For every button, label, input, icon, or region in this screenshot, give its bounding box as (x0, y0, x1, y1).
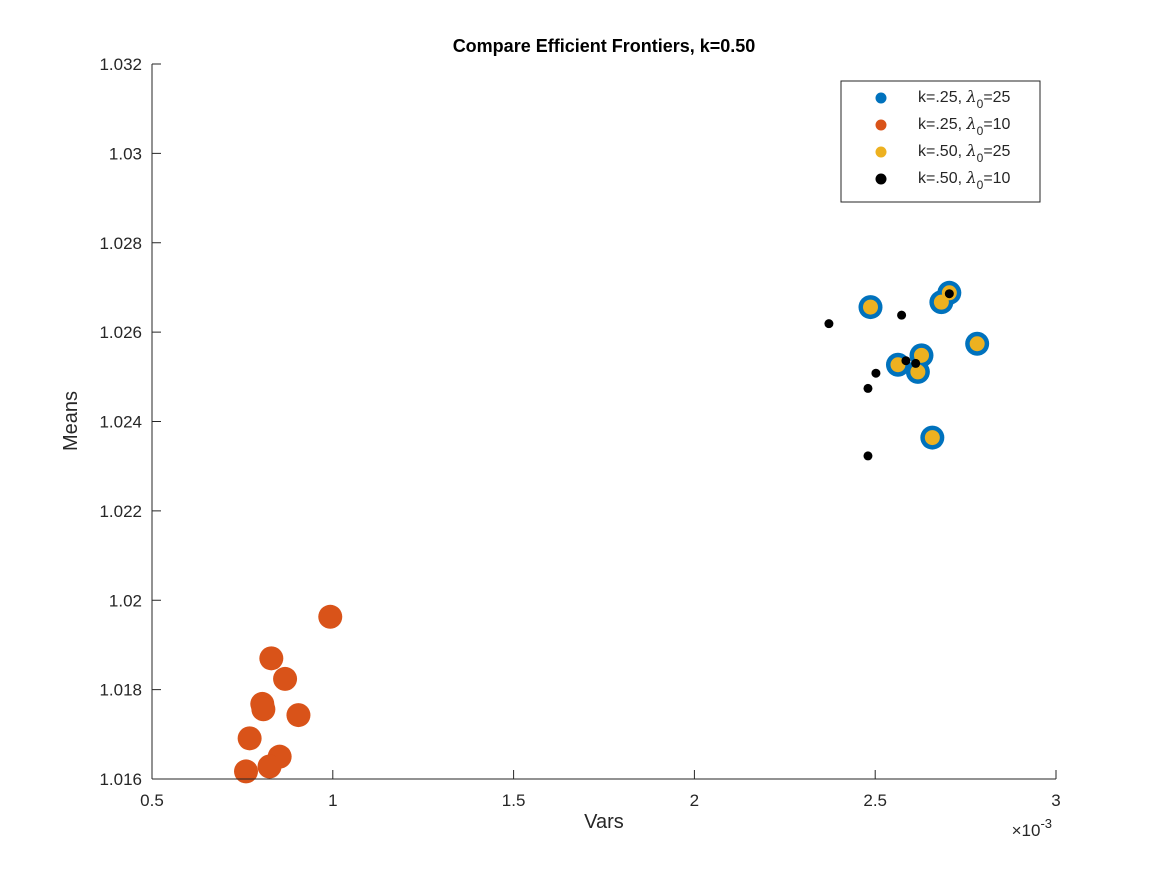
x-tick-label: 2.5 (863, 791, 887, 810)
y-tick-label: 1.024 (99, 413, 142, 432)
legend-label: k=.25, λ0=10 (918, 114, 1011, 138)
legend: k=.25, λ0=25 k=.25, λ0=10 k=.50, λ0=25 k=.5… (840, 80, 1041, 203)
x-tick-label: 1 (328, 791, 337, 810)
x-exponent-label: ×10-3 (1012, 816, 1052, 840)
y-tick-label: 1.016 (99, 770, 142, 789)
data-point (913, 347, 929, 363)
data-point (910, 364, 926, 380)
data-point (251, 697, 276, 722)
legend-label: k=.25, λ0=25 (918, 87, 1011, 111)
data-point (944, 289, 954, 299)
y-tick-label: 1.022 (99, 502, 142, 521)
chart-title: Compare Efficient Frontiers, k=0.50 (453, 36, 756, 56)
data-point (969, 336, 985, 352)
data-point (863, 383, 873, 393)
legend-marker (875, 173, 887, 185)
legend-label: k=.50, λ0=10 (918, 168, 1011, 192)
data-point (824, 319, 834, 329)
x-tick-label: 2 (690, 791, 699, 810)
data-point (862, 299, 878, 315)
y-tick-label: 1.02 (109, 591, 142, 610)
data-point (911, 358, 921, 368)
y-tick-label: 1.028 (99, 234, 142, 253)
x-exponent-power: -3 (1040, 816, 1052, 831)
legend-items: k=.25, λ0=25 k=.25, λ0=10 k=.50, λ0=25 k=.5… (875, 87, 1011, 192)
legend-label: k=.50, λ0=25 (918, 141, 1011, 165)
data-point (273, 666, 298, 691)
data-point (237, 726, 262, 751)
data-point (897, 310, 907, 320)
data-point (259, 646, 284, 671)
data-point (924, 430, 940, 446)
y-tick-label: 1.026 (99, 323, 142, 342)
x-tick-label: 0.5 (140, 791, 164, 810)
legend-marker (875, 119, 887, 131)
x-tick-label: 3 (1051, 791, 1060, 810)
data-point (257, 754, 282, 779)
data-point (286, 703, 311, 728)
data-point (234, 759, 259, 784)
data-point (863, 451, 873, 461)
data-point (901, 356, 911, 366)
legend-marker (875, 146, 887, 158)
series-4 (824, 289, 954, 461)
x-axis-title: Vars (584, 811, 624, 833)
y-tick-label: 1.032 (99, 55, 142, 74)
x-exponent-base: ×10 (1012, 821, 1041, 840)
legend-marker (875, 92, 887, 104)
data-point (871, 368, 881, 378)
legend-box (840, 80, 1041, 203)
y-axis-title: Means (60, 391, 82, 451)
y-tick-label: 1.03 (109, 144, 142, 163)
data-point (318, 604, 343, 629)
series-2 (234, 604, 343, 784)
ticks: 0.5 1 1.5 2 2.5 3 1.016 1.018 1.02 1.022 1.024 1.02… (99, 55, 1060, 810)
x-tick-label: 1.5 (502, 791, 526, 810)
y-tick-label: 1.018 (99, 681, 142, 700)
data-points (234, 280, 990, 784)
